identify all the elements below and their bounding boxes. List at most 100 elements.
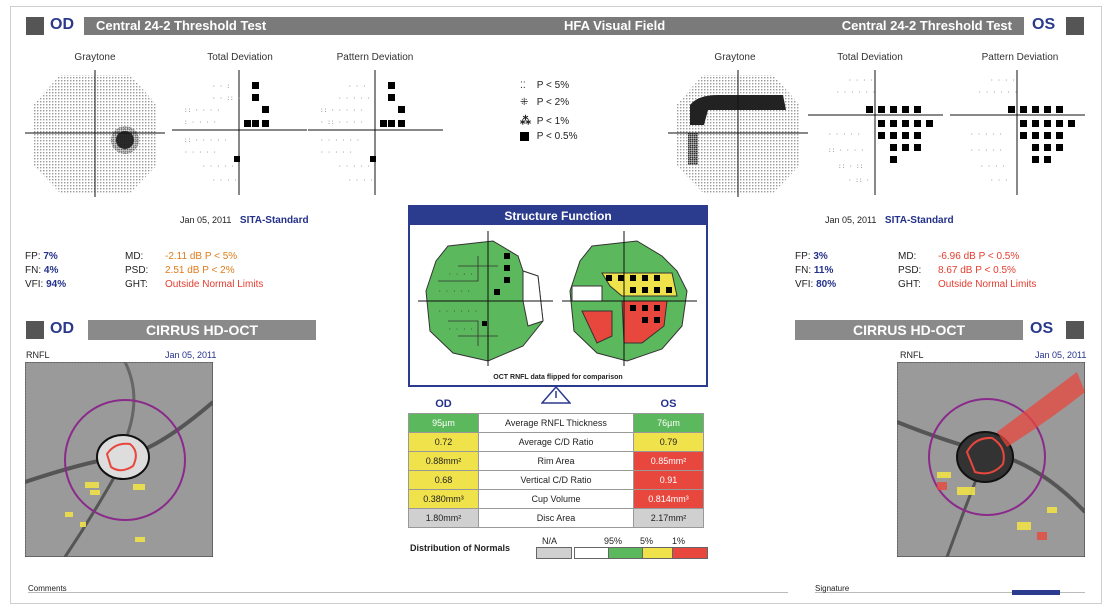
od-fn-label: FN: bbox=[25, 265, 42, 276]
table-row: 1.80mm² Disc Area 2.17mm² bbox=[408, 508, 704, 528]
legend-p1: P < 1% bbox=[536, 116, 570, 127]
os-oct-title: CIRRUS HD-OCT bbox=[795, 320, 1023, 340]
os-strategy: SITA-Standard bbox=[884, 215, 954, 226]
os-md-label: MD: bbox=[898, 251, 917, 262]
legend-p2-row: ⁜ P < 2% bbox=[520, 97, 630, 114]
svg-text:· :: ·: · :: · bbox=[848, 177, 870, 184]
warning-triangle-icon bbox=[541, 386, 571, 404]
report-frame bbox=[10, 6, 1102, 604]
svg-text:· · · · ·: · · · · · bbox=[338, 95, 371, 102]
os-oct-eye-label: OS bbox=[1030, 320, 1054, 338]
od-total-deviation-label: Total Deviation bbox=[207, 52, 273, 63]
left-test-title: Central 24-2 Threshold Test HFA Visual F… bbox=[84, 17, 1024, 35]
p5-symbol-icon: ⁚⁚ bbox=[520, 80, 526, 90]
od-vfi-label: VFI: bbox=[25, 279, 44, 290]
od-vfi-row: VFI: 94% bbox=[25, 278, 115, 292]
svg-text::: · · · ·: :: · · · · bbox=[184, 107, 220, 114]
left-test-title-text: Central 24-2 Threshold Test bbox=[96, 18, 267, 33]
signature-label: Signature bbox=[815, 584, 850, 593]
od-tab-block bbox=[26, 17, 44, 35]
os-psd-value: 8.67 dB P < 0.5% bbox=[938, 265, 1016, 276]
od-strategy: SITA-Standard bbox=[239, 215, 309, 226]
os-global-indices: MD: -6.96 dB P < 0.5% PSD: 8.67 dB P < 0.5… bbox=[898, 250, 1098, 292]
comments-label: Comments bbox=[28, 584, 67, 593]
od-ght-value: Outside Normal Limits bbox=[165, 279, 264, 290]
svg-text::: · · · ·: :: · · · · bbox=[828, 147, 864, 154]
rnfl-comparison-table: OD OS 95µm Average RNFL Thickness 76µm 0.72… bbox=[408, 395, 704, 528]
center-title: HFA Visual Field bbox=[564, 18, 666, 33]
os-ght-row: GHT: Outside Normal Limits bbox=[898, 278, 1098, 292]
od-psd-label: PSD: bbox=[125, 265, 149, 276]
os-fn-label: FN: bbox=[795, 265, 812, 276]
svg-text:· · · · ·: · · · · · bbox=[970, 131, 1003, 138]
table-row: 0.72 Average C/D Ratio 0.79 bbox=[408, 432, 704, 452]
os-vfi-row: VFI: 80% bbox=[795, 278, 885, 292]
normals-p1-label: 1% bbox=[672, 536, 686, 546]
od-pattern-deviation-plot: · · ·· · · · · :: · · · · ·· :: · · · · … bbox=[308, 70, 443, 195]
legend-p2: P < 2% bbox=[536, 97, 570, 108]
os-psd-label: PSD: bbox=[898, 265, 922, 276]
os-value-cell: 76µm bbox=[633, 413, 704, 433]
legend-p05-row: P < 0.5% bbox=[520, 131, 630, 148]
os-ght-label: GHT: bbox=[898, 279, 921, 290]
svg-text:· · :: · · : bbox=[212, 83, 230, 90]
os-value-cell: 2.17mm² bbox=[633, 508, 704, 528]
comparison-table-container: OD OS 95µm Average RNFL Thickness 76µm 0.72… bbox=[408, 395, 704, 528]
od-test-date: Jan 05, 2011 bbox=[180, 215, 232, 225]
os-structure-function-map bbox=[562, 231, 697, 366]
os-test-info: Jan 05, 2011 SITA-Standard bbox=[825, 215, 954, 226]
signature-section[interactable]: Signature bbox=[815, 578, 1085, 593]
os-value-cell: 0.85mm² bbox=[633, 451, 704, 471]
os-graytone-label: Graytone bbox=[714, 52, 756, 63]
table-row: 0.380mm³ Cup Volume 0.814mm³ bbox=[408, 489, 704, 509]
label-column-header bbox=[479, 395, 634, 414]
od-value-cell: 0.88mm² bbox=[408, 451, 479, 471]
od-pattern-deviation-label: Pattern Deviation bbox=[336, 52, 414, 63]
normals-label: Distribution of Normals bbox=[410, 543, 511, 553]
os-rnfl-label: RNFL bbox=[900, 350, 924, 360]
os-md-row: MD: -6.96 dB P < 0.5% bbox=[898, 250, 1098, 264]
svg-text:· · · ·: · · · · bbox=[212, 177, 237, 184]
od-md-row: MD: -2.11 dB P < 5% bbox=[125, 250, 325, 264]
svg-text:· · · · · ·: · · · · · · bbox=[978, 89, 1018, 96]
svg-text:· · · · ·: · · · · · bbox=[828, 131, 861, 138]
od-total-deviation-plot: · · :· · :: · :: · · · ·: · · · · :: · ·… bbox=[172, 70, 307, 195]
od-graytone-plot bbox=[25, 70, 165, 197]
svg-text:· · :: ·: · · :: · bbox=[212, 95, 241, 102]
od-graytone-label: Graytone bbox=[74, 52, 116, 63]
od-fn-value: 4% bbox=[43, 265, 59, 276]
distribution-of-normals: Distribution of Normals N/A 95% 5% 1% bbox=[410, 536, 710, 564]
table-row: 0.88mm² Rim Area 0.85mm² bbox=[408, 451, 704, 471]
p2-symbol-icon: ⁜ bbox=[520, 97, 529, 108]
os-pattern-deviation-label: Pattern Deviation bbox=[981, 52, 1059, 63]
os-total-deviation-plot: · · · ·· · · · · · · · · · ·:: · · · · :… bbox=[808, 70, 943, 195]
od-fp-value: 7% bbox=[43, 251, 58, 262]
od-oct-eye-label: OD bbox=[50, 320, 74, 338]
od-oct-title: CIRRUS HD-OCT bbox=[88, 320, 316, 340]
od-fp-row: FP: 7% bbox=[25, 250, 115, 264]
svg-text:· · · · · ·: · · · · · · bbox=[836, 89, 876, 96]
svg-text:· · · · ·: · · · · · bbox=[202, 163, 235, 170]
os-test-date: Jan 05, 2011 bbox=[825, 215, 877, 225]
od-vfi-value: 94% bbox=[46, 279, 67, 290]
os-value-cell: 0.91 bbox=[633, 470, 704, 490]
svg-text:· · · · ·: · · · · · bbox=[338, 163, 371, 170]
od-value-cell: 0.68 bbox=[408, 470, 479, 490]
od-md-label: MD: bbox=[125, 251, 144, 262]
svg-text:· · · ·: · · · · bbox=[980, 163, 1005, 170]
od-ght-row: GHT: Outside Normal Limits bbox=[125, 278, 325, 292]
os-pattern-deviation-plot: · · · · · · · · · · · · · · · · · · · · · … bbox=[950, 70, 1085, 195]
comments-section[interactable]: Comments bbox=[28, 578, 788, 593]
os-oct-tab-block bbox=[1066, 321, 1084, 339]
svg-text:· · · ·: · · · · bbox=[348, 177, 373, 184]
svg-text:: · · · ·: : · · · · bbox=[184, 119, 217, 126]
legend-p1-row: ⁂ P < 1% bbox=[520, 114, 630, 131]
normals-na-swatch bbox=[536, 547, 572, 559]
os-column-header: OS bbox=[660, 398, 677, 410]
structure-function-caption: OCT RNFL data flipped for comparison bbox=[493, 374, 623, 381]
svg-text:· · · ·: · · · · bbox=[848, 77, 873, 84]
os-graytone-plot bbox=[668, 70, 808, 197]
os-md-value: -6.96 dB P < 0.5% bbox=[938, 251, 1020, 262]
signature-bar bbox=[1012, 590, 1060, 595]
od-ght-label: GHT: bbox=[125, 279, 148, 290]
